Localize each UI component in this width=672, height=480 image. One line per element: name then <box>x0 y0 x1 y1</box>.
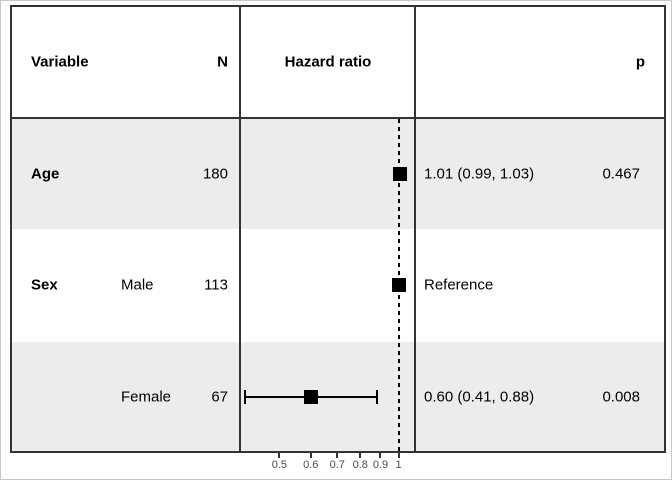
row-level: Male <box>121 276 154 294</box>
header-p: p <box>635 53 645 71</box>
row-estimate: 0.60 (0.41, 0.88) <box>424 388 535 406</box>
row-variable: Age <box>31 165 60 183</box>
row-n: 67 <box>211 388 228 406</box>
row-p: 0.467 <box>602 165 640 183</box>
header-separator <box>10 117 666 119</box>
header-n: N <box>217 53 228 71</box>
axis-tick <box>359 453 362 458</box>
axis-tick <box>278 453 281 458</box>
axis-tick-label: 0.6 <box>303 459 319 471</box>
row-n: 113 <box>204 276 228 294</box>
header-variable: Variable <box>31 53 89 71</box>
column-divider-left <box>239 5 241 453</box>
row-estimate: Reference <box>424 276 494 294</box>
axis-tick <box>379 453 382 458</box>
axis-tick-label: 0.7 <box>329 459 345 471</box>
axis-tick <box>336 453 339 458</box>
row-estimate: 1.01 (0.99, 1.03) <box>424 165 535 183</box>
axis-tick <box>397 453 400 458</box>
header-hazard-ratio: Hazard ratio <box>284 53 372 71</box>
axis-tick-label: 1 <box>395 459 402 471</box>
row-variable: Sex <box>31 276 58 294</box>
row-n: 180 <box>202 165 228 183</box>
axis-tick-label: 0.8 <box>352 459 368 471</box>
row-p: 0.008 <box>602 388 640 406</box>
table-frame <box>10 5 666 453</box>
row-level: Female <box>121 388 172 406</box>
axis-tick-label: 0.5 <box>271 459 288 471</box>
axis-tick-label: 0.9 <box>372 459 389 471</box>
row-band-age <box>12 119 664 229</box>
column-divider-right <box>414 5 416 453</box>
axis-tick <box>309 453 312 458</box>
